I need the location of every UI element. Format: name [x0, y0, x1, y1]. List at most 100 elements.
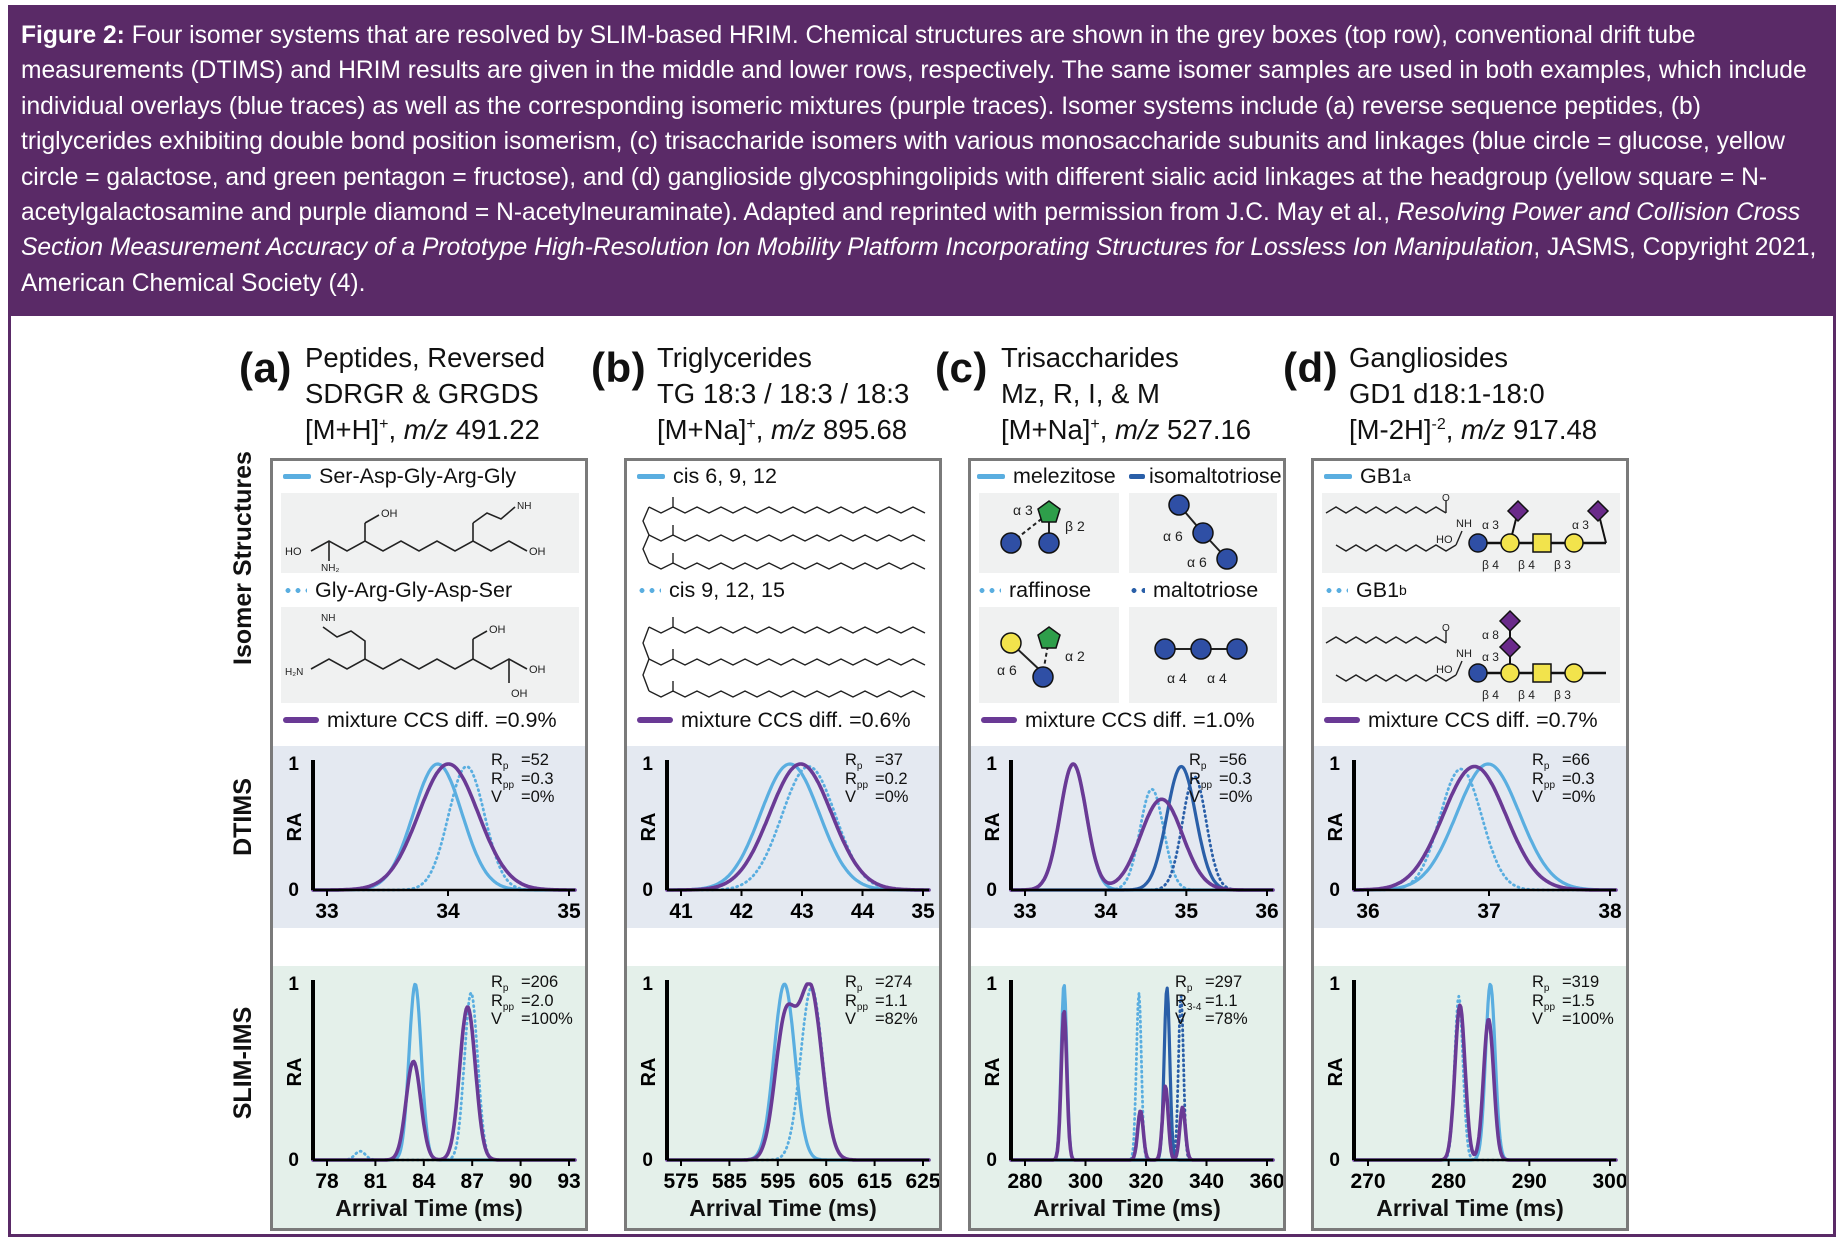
- x-tick-label: 575: [663, 1170, 698, 1193]
- panel-subtitle: SDRGR & GRGDS: [305, 378, 539, 409]
- row-label-dtims: DTIMS: [229, 778, 257, 856]
- mz-label: m/z: [1115, 414, 1160, 445]
- panel-d-header: (d) Gangliosides GD1 d18:1-18:0 [M-2H]-2…: [1283, 342, 1598, 445]
- dtims-plot: 1 0 RA 36 37 38: [1325, 754, 1622, 923]
- dtims-stats: Rp =56 Rpp =0.3 V =0%: [1189, 751, 1253, 806]
- x-tick-label: 35: [911, 900, 935, 923]
- slim-stats: Rp =206 Rpp =2.0 V =100%: [491, 973, 573, 1028]
- dtims-plot: 1 0 RA 33 34 35 36: [982, 754, 1279, 923]
- peptide-structure-icon: HO OH NH OH NH₂: [285, 501, 546, 573]
- svg-text:OH: OH: [381, 508, 398, 520]
- caption-citation-title: Resolving Power and Collision Cross Sect…: [21, 199, 1801, 262]
- slim-background: [1314, 966, 1626, 1228]
- x-tick-label: 78: [315, 1170, 339, 1193]
- panel-letter: (b): [591, 344, 647, 391]
- svg-text:OH: OH: [511, 688, 528, 700]
- y-tick-label: 0: [642, 880, 653, 901]
- y-tick-label: 1: [642, 754, 653, 775]
- x-tick-label: 44: [851, 900, 875, 923]
- x-tick-label: 37: [1477, 900, 1500, 923]
- x-tick-label: 87: [461, 1170, 484, 1193]
- ion-charge: +: [746, 416, 756, 433]
- x-tick-label: 35: [557, 900, 581, 923]
- panel-letter: (a): [239, 344, 292, 391]
- y-axis-title: RA: [982, 1058, 1004, 1087]
- series-gb1a: [1352, 762, 1618, 892]
- x-tick-label: 585: [712, 1170, 747, 1193]
- melezitose-glycan-icon: α 3 β 2: [1000, 500, 1085, 554]
- ccs-diff-label: CCS diff. =0.9%: [403, 707, 557, 732]
- legend-mixture: mixture CCS diff. =0.6%: [637, 705, 911, 735]
- mz-label: m/z: [1461, 414, 1506, 445]
- ion-formula: [M+Na]: [1001, 414, 1091, 445]
- svg-text:H₂N: H₂N: [285, 667, 303, 678]
- ganglioside-structure-1: O NH HO α 3 α 3 β 4 β 4 β 3: [1322, 493, 1620, 573]
- ganglioside-structure-icon: O NH HO α 8 α 3 β 4 β 4 β 3: [1325, 609, 1606, 702]
- svg-text:HO: HO: [285, 546, 302, 558]
- y-axis-title: RA: [284, 1058, 306, 1087]
- panel-d-box: GB1 a O NH HO α 3 α 3 β: [1311, 458, 1629, 1231]
- ion-charge: +: [379, 416, 389, 433]
- x-tick-label: 280: [1007, 1170, 1042, 1193]
- peptide-structure-1: HO OH NH OH NH₂: [281, 493, 579, 573]
- svg-text:α 3: α 3: [1572, 518, 1589, 532]
- dtims-background: [273, 746, 585, 928]
- svg-text:β 4: β 4: [1482, 688, 1499, 702]
- legend-dotted-dark-swatch: [1129, 587, 1145, 593]
- legend-label: raffinose: [1009, 577, 1092, 602]
- ccs-diff-label: CCS diff. =1.0%: [1101, 707, 1255, 732]
- x-tick-label: 36: [1255, 900, 1278, 923]
- svg-text:NH: NH: [1456, 518, 1472, 530]
- svg-text:α 2: α 2: [1065, 648, 1085, 664]
- ion-charge: -2: [1431, 416, 1446, 433]
- x-tick-label: 615: [857, 1170, 892, 1193]
- svg-text:β 4: β 4: [1518, 558, 1535, 572]
- legend-isomer-1: melezitose: [977, 461, 1116, 491]
- dtims-stats: Rp =37 Rpp =0.2 V =0%: [845, 751, 909, 806]
- legend-solid-dark-swatch: [1129, 473, 1145, 479]
- svg-text:β 3: β 3: [1554, 688, 1571, 702]
- y-axis-title: RA: [982, 813, 1004, 842]
- y-axis-title: RA: [284, 813, 306, 842]
- legend-dotted-light-swatch: [637, 587, 661, 593]
- legend-mixture-label: mixture: [1025, 707, 1096, 732]
- x-tick-label: 34: [436, 900, 460, 923]
- svg-text:NH: NH: [517, 501, 531, 512]
- panel-letter: (d): [1283, 344, 1339, 391]
- y-tick-label: 1: [986, 754, 997, 775]
- panel-letter: (c): [935, 344, 988, 391]
- peptide-structure-2: NH H₂N OH OH OH: [281, 607, 579, 703]
- mz-value: 491.22: [455, 414, 540, 445]
- x-axis-title: Arrival Time (ms): [335, 1195, 523, 1221]
- triglyceride-structure-icon: [642, 617, 926, 698]
- x-tick-label: 84: [412, 1170, 436, 1193]
- panel-b-box: cis 6, 9, 12 cis 9, 12, 15: [624, 458, 942, 1231]
- dtims-background: [971, 746, 1283, 928]
- legend-mixture-label: mixture: [681, 707, 752, 732]
- isomaltotriose-glycan-icon: α 6 α 6: [1163, 494, 1238, 570]
- mz-value: 527.16: [1166, 414, 1252, 445]
- caption-label: Figure 2:: [21, 22, 125, 49]
- x-tick-label: 270: [1350, 1170, 1385, 1193]
- y-tick-label: 1: [288, 974, 299, 995]
- legend-isomer-2: Gly-Arg-Gly-Asp-Ser: [283, 575, 512, 605]
- x-tick-label: 300: [1068, 1170, 1103, 1193]
- x-tick-label: 34: [1094, 900, 1118, 923]
- legend-label: GB1: [1356, 577, 1400, 602]
- ccs-diff-label: CCS diff. =0.7%: [1444, 707, 1598, 732]
- x-tick-label: 340: [1189, 1170, 1224, 1193]
- slim-background: [273, 966, 585, 1228]
- ion-formula: [M-2H]: [1349, 414, 1432, 445]
- legend-solid-light-swatch: [977, 473, 1005, 479]
- x-tick-label: 625: [905, 1170, 939, 1193]
- triglyceride-structure-icon: [642, 497, 926, 570]
- raffinose-glycan-icon: α 6 α 2: [997, 626, 1085, 688]
- y-tick-label: 1: [986, 974, 997, 995]
- row-label-structures: Isomer Structures: [229, 451, 257, 665]
- x-tick-label: 41: [669, 900, 693, 923]
- legend-isomer-2: cis 9, 12, 15: [637, 575, 785, 605]
- caption-text: Four isomer systems that are resolved by…: [21, 22, 1807, 227]
- panel-c-box: melezitose isomaltotriose α 3 β 2 α 6: [968, 458, 1286, 1231]
- svg-text:HO: HO: [1436, 534, 1453, 546]
- dtims-stats: Rp =66 Rpp =0.3 V =0%: [1532, 751, 1596, 806]
